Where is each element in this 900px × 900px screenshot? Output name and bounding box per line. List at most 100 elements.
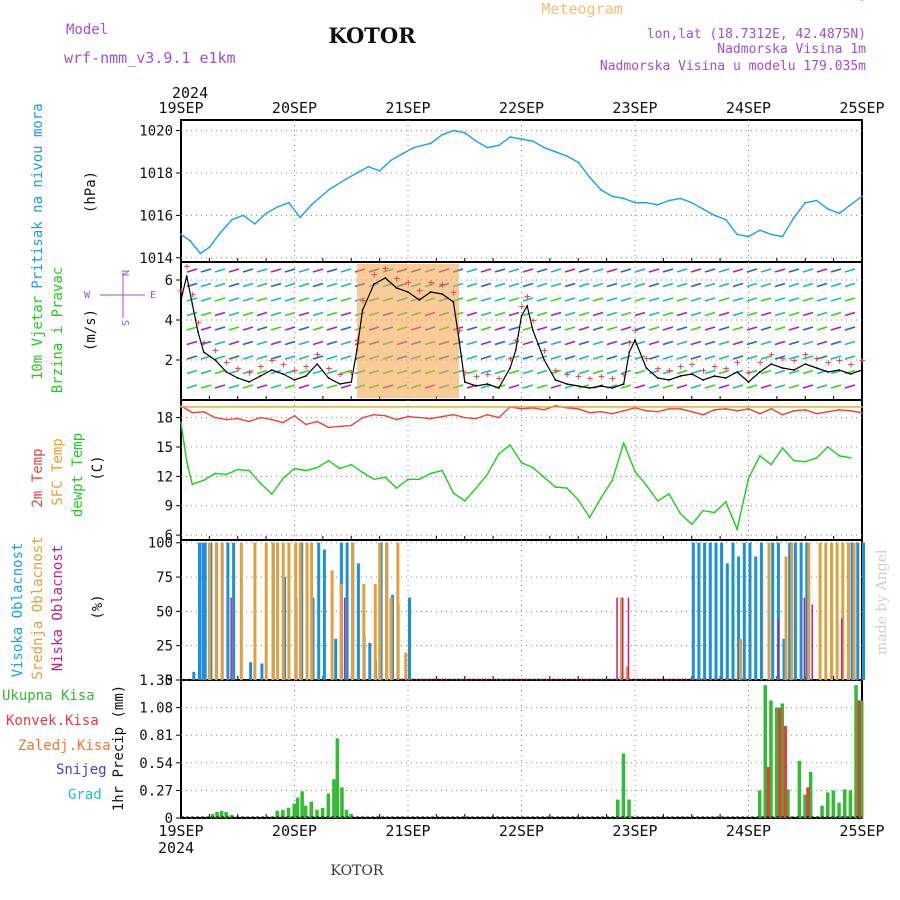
precip-total-bar [774,707,779,818]
temp2m-line-point [236,417,239,420]
wind-gust-marker: + [859,354,866,367]
wind-barb [732,311,744,317]
dewpt-line-point [270,493,273,495]
wind-barb [256,384,268,389]
wind-barb [774,326,786,331]
wind-barb [186,369,198,375]
wind-barb [340,384,352,389]
pressure-line-point [759,229,761,232]
wind-speed-line-point [305,375,307,377]
wind-barb [634,311,646,317]
wind-speed-line-point [679,375,682,377]
pressure-line-point [849,203,852,206]
dewpt-line-point [225,473,228,476]
wind-barb [200,311,212,317]
wind-barb [606,340,618,346]
wind-barb [578,369,590,375]
ytick-label-temperature: 12 [156,469,173,485]
wind-barb [550,268,562,273]
wind-barb [676,340,688,346]
ytick-label-temperature: 15 [156,440,173,456]
wind-barb [732,268,744,273]
wind-barb [732,384,744,389]
wind-gust-marker: + [394,272,401,285]
cloud-mid-bar [824,542,828,680]
cloud-high-bar [697,542,701,680]
wind-barb [550,282,562,288]
wind-barb [648,297,660,302]
wind-barb [466,268,478,273]
wind-barb [228,384,240,389]
cloud-high-bar [356,563,360,680]
wind-barb [816,311,828,317]
wind-barb [200,297,212,302]
wind-gust-marker: + [802,348,809,361]
cloud-mid-bar [385,542,388,680]
wind-barb [256,355,268,360]
wind-barb [270,355,282,360]
wind-barb [816,268,828,273]
temp2m-line-point [202,410,205,413]
wind-barb [760,297,772,302]
cloud-low-bar [803,597,806,680]
wind-barb [788,282,800,288]
dewpt-line-point [724,500,727,503]
wind-barb [788,384,800,389]
precip-convective-bar [766,766,770,818]
wind-speed-line-point [577,385,580,387]
pressure-line-point [634,201,636,204]
cloud-mid-bar [287,542,291,680]
wind-barb [648,326,660,331]
plot-layer: 1014 1016 1018 1020 2 4 6 6 9 12 15 18 0 25 50 75 100 0 0.… [139,0,885,840]
cloud-mid-bar [373,583,377,680]
ytick-label-temperature: 6 [165,528,173,544]
wind-speed-line-point [452,301,455,303]
temp2m-line-point [815,412,818,415]
wind-speed-line-point [486,383,489,385]
wind-barb [312,355,324,360]
dewpt-line-point [452,492,455,494]
precip-total-bar [215,811,219,818]
pressure-line-point [724,218,727,221]
pressure-line-point [736,233,738,236]
wind-barb [242,369,254,375]
wind-barb [732,282,744,288]
pressure-line-point [861,195,863,198]
temp2m-line-point [361,416,364,419]
wind-barb [536,268,548,273]
wind-barb [690,311,702,317]
wind-barb [284,384,296,389]
wind-barb [564,268,576,273]
wind-barb [326,311,338,317]
wind-speed-line-point [497,387,500,389]
cloud-high-bar [850,542,854,680]
wind-speed-line-point [463,381,466,383]
wind-barb [578,340,590,346]
wind-barb [466,355,478,360]
pressure-line-point [242,214,245,217]
pressure-line-point [713,214,716,217]
temp2m-line-point [713,408,716,411]
wind-barb [704,311,716,317]
pressure-line-point [781,235,784,238]
coords-label: lon,lat (18.7312E, 42.4875N) [647,27,866,42]
wind-gust-marker: + [746,366,753,379]
wind-barb [788,340,800,346]
temp2m-line-point [838,408,841,411]
wind-gust-marker: + [257,360,264,373]
precip-convective-bar [857,700,861,818]
cloud-high-bar [334,638,338,680]
wind-barb [536,326,548,331]
wind-barb [788,311,800,317]
cloud-high-bar [345,542,349,680]
temp2m-line-point [225,418,228,421]
dewpt-line-point [509,444,511,446]
wind-gust-marker: + [768,348,775,361]
wind-barb [242,297,254,302]
wind-barb [186,355,198,360]
wind-barb [592,297,604,302]
dewpt-line-point [236,468,239,471]
pressure-line-point [299,216,302,219]
wind-barb [634,282,646,288]
wind-speed-line-point [225,371,228,373]
